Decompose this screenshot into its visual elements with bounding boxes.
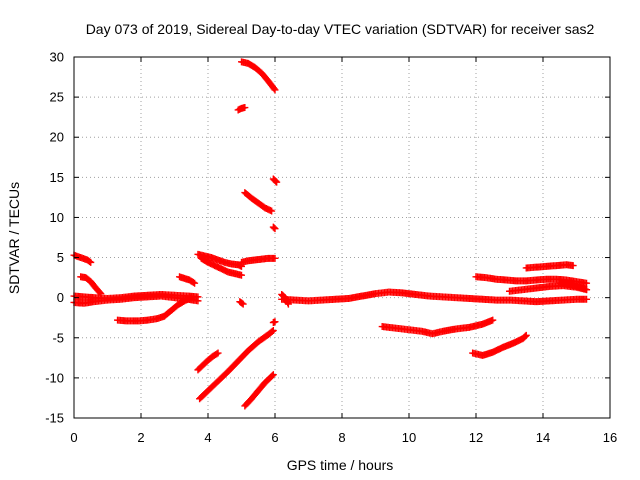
- series-arc-17: [269, 175, 281, 186]
- series-arc-6: [160, 294, 195, 320]
- y-tick-label: 30: [50, 50, 64, 65]
- data-point: [268, 207, 276, 215]
- x-tick-label: 0: [70, 430, 77, 445]
- data-point: [521, 332, 529, 340]
- series-arc-28: [556, 279, 591, 294]
- series-arc-18: [269, 223, 279, 233]
- data-point: [189, 278, 197, 286]
- data-point: [271, 177, 279, 185]
- x-tick-label: 14: [536, 430, 550, 445]
- series-arc-21: [278, 288, 591, 306]
- data-point: [194, 297, 202, 305]
- series-arc-4: [77, 273, 105, 298]
- x-tick-label: 10: [402, 430, 416, 445]
- grid: [74, 57, 610, 418]
- y-tick-label: 15: [50, 170, 64, 185]
- series-arc-20: [269, 318, 279, 327]
- data-point: [271, 254, 279, 262]
- series-arc-26: [522, 261, 577, 272]
- data-point: [270, 85, 278, 93]
- series-arc-12: [196, 327, 277, 403]
- x-tick-label: 16: [603, 430, 617, 445]
- series-arc-16: [241, 189, 276, 215]
- data-point: [269, 223, 277, 231]
- data-point: [87, 258, 95, 266]
- y-tick-label: -10: [45, 370, 64, 385]
- y-tick-label: -15: [45, 411, 64, 426]
- series-arc-24: [469, 331, 530, 359]
- series-arc-9: [197, 254, 245, 279]
- data-points: [70, 58, 591, 410]
- y-tick-label: 20: [50, 130, 64, 145]
- y-tick-label: 0: [57, 290, 64, 305]
- data-point: [239, 300, 247, 308]
- x-tick-label: 12: [469, 430, 483, 445]
- series-arc-13: [241, 371, 277, 410]
- data-point: [269, 327, 277, 335]
- y-tick-label: -5: [52, 330, 64, 345]
- data-point: [238, 299, 246, 307]
- series-arc-15: [234, 104, 249, 114]
- data-point: [269, 371, 277, 379]
- data-point: [272, 177, 280, 185]
- x-tick-label: 6: [271, 430, 278, 445]
- data-point: [187, 294, 195, 302]
- chart-title: Day 073 of 2019, Sidereal Day-to-day VTE…: [86, 21, 595, 37]
- data-point: [569, 262, 577, 270]
- series-arc-3: [70, 251, 95, 266]
- x-tick-label: 8: [338, 430, 345, 445]
- y-axis-label: SDTVAR / TECUs: [6, 182, 22, 294]
- data-point: [238, 271, 245, 279]
- series-arc-19: [236, 298, 247, 308]
- data-point: [583, 279, 591, 287]
- series-arc-10: [238, 254, 279, 266]
- y-tick-label: 10: [50, 210, 64, 225]
- series-arc-2: [70, 292, 202, 307]
- data-point: [241, 104, 249, 112]
- data-point: [583, 286, 591, 294]
- data-point: [271, 86, 279, 94]
- x-tick-label: 4: [204, 430, 211, 445]
- data-point: [583, 295, 591, 303]
- data-point: [489, 316, 497, 324]
- data-point: [284, 300, 292, 308]
- data-point: [270, 224, 278, 232]
- series-arc-23: [378, 316, 497, 338]
- axis-ticks: 0 2 4 6 8 10 12 14 16 -15 -10 -5 0 5 10 15 20 25 30: [45, 50, 617, 446]
- series-arc-22: [278, 290, 292, 308]
- series-arc-14: [238, 58, 279, 94]
- series-arc-7: [176, 273, 199, 287]
- data-point: [271, 318, 279, 326]
- x-axis-label: GPS time / hours: [287, 457, 394, 473]
- data-point: [96, 289, 104, 297]
- x-tick-label: 2: [137, 430, 144, 445]
- series-arc-5: [114, 312, 168, 325]
- data-point: [214, 349, 222, 357]
- data-point: [86, 258, 94, 266]
- y-tick-label: 5: [57, 250, 64, 265]
- series-arc-11: [194, 349, 222, 374]
- data-point: [191, 279, 199, 287]
- data-point: [271, 225, 279, 233]
- data-point: [268, 372, 276, 380]
- data-point: [268, 327, 276, 335]
- data-point: [522, 331, 530, 339]
- data-point: [273, 178, 281, 186]
- data-point: [213, 350, 221, 358]
- y-tick-label: 25: [50, 90, 64, 105]
- data-point: [97, 290, 105, 298]
